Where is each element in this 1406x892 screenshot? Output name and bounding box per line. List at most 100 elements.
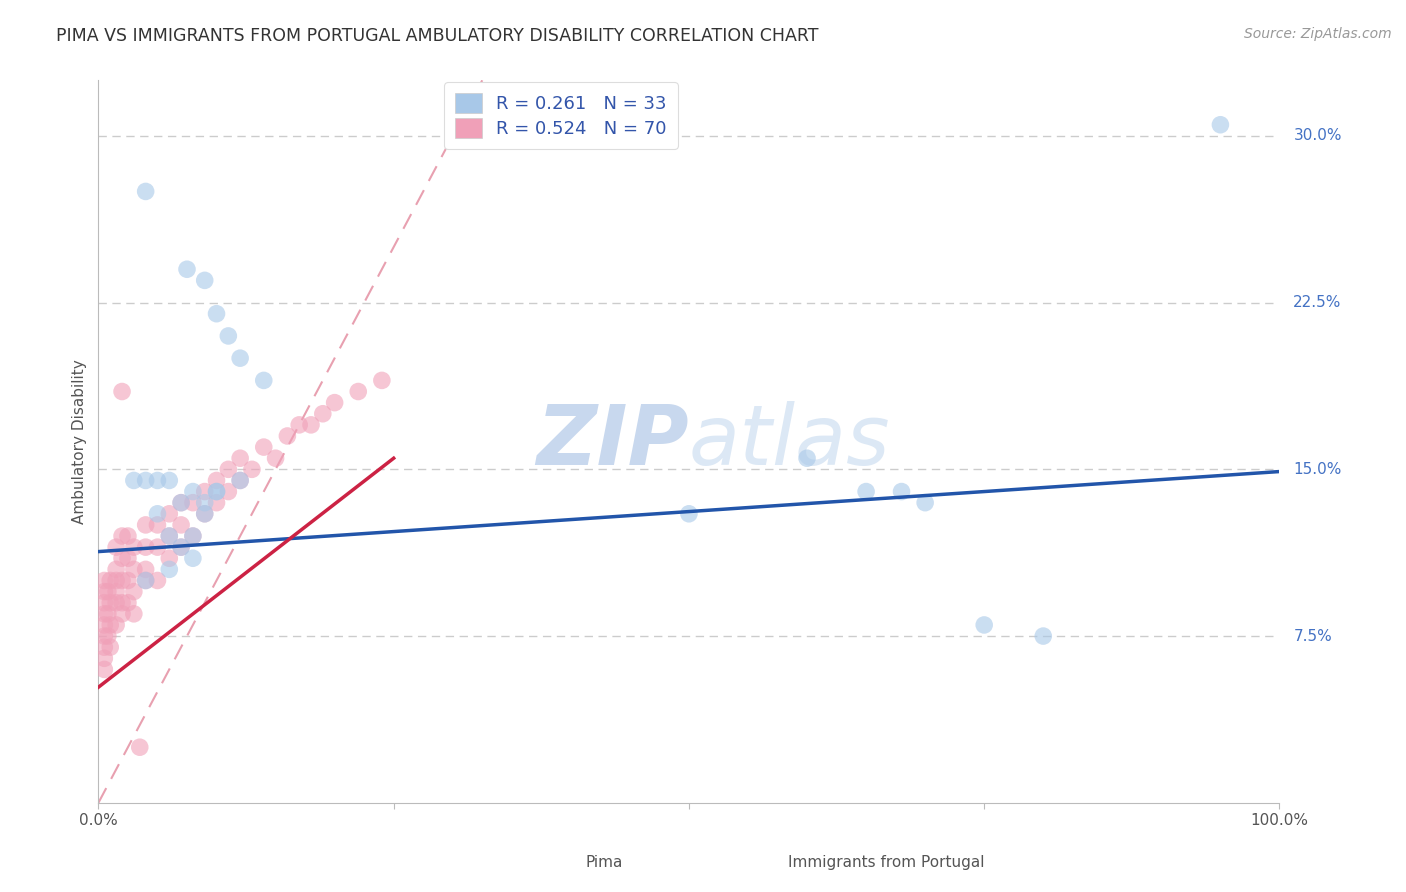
Text: 15.0%: 15.0%: [1294, 462, 1341, 477]
Immigrants from Portugal: [253, 440, 276, 454]
Pima: [973, 618, 995, 632]
Pima: [181, 529, 204, 543]
Pima: [1209, 118, 1232, 132]
Immigrants from Portugal: [146, 540, 169, 554]
Text: ZIP: ZIP: [536, 401, 689, 482]
Pima: [135, 574, 157, 588]
Immigrants from Portugal: [170, 496, 193, 510]
Immigrants from Portugal: [205, 496, 228, 510]
Immigrants from Portugal: [240, 462, 263, 476]
Immigrants from Portugal: [93, 651, 115, 665]
Pima: [157, 562, 180, 576]
Pima: [205, 307, 228, 321]
Immigrants from Portugal: [97, 607, 120, 621]
Pima: [205, 484, 228, 499]
Pima: [181, 484, 204, 499]
Immigrants from Portugal: [194, 507, 217, 521]
Immigrants from Portugal: [276, 429, 298, 443]
Pima: [194, 507, 217, 521]
Immigrants from Portugal: [157, 529, 180, 543]
Pima: [194, 273, 217, 287]
Immigrants from Portugal: [181, 529, 204, 543]
Text: PIMA VS IMMIGRANTS FROM PORTUGAL AMBULATORY DISABILITY CORRELATION CHART: PIMA VS IMMIGRANTS FROM PORTUGAL AMBULAT…: [56, 27, 818, 45]
Text: Immigrants from Portugal: Immigrants from Portugal: [787, 855, 984, 870]
Immigrants from Portugal: [98, 640, 121, 655]
Immigrants from Portugal: [93, 629, 115, 643]
Immigrants from Portugal: [117, 574, 139, 588]
Immigrants from Portugal: [117, 529, 139, 543]
Text: 30.0%: 30.0%: [1294, 128, 1341, 144]
Immigrants from Portugal: [146, 574, 169, 588]
Immigrants from Portugal: [93, 584, 115, 599]
Immigrants from Portugal: [264, 451, 287, 466]
Immigrants from Portugal: [105, 540, 128, 554]
Immigrants from Portugal: [122, 562, 145, 576]
Immigrants from Portugal: [217, 484, 239, 499]
Immigrants from Portugal: [229, 451, 252, 466]
Pima: [146, 474, 169, 488]
Immigrants from Portugal: [98, 574, 121, 588]
Pima: [157, 474, 180, 488]
Immigrants from Portugal: [98, 596, 121, 610]
Immigrants from Portugal: [128, 740, 150, 755]
Pima: [135, 185, 157, 199]
Immigrants from Portugal: [205, 474, 228, 488]
Pima: [890, 484, 912, 499]
Immigrants from Portugal: [93, 640, 115, 655]
Legend: R = 0.261   N = 33, R = 0.524   N = 70: R = 0.261 N = 33, R = 0.524 N = 70: [444, 82, 678, 149]
Immigrants from Portugal: [105, 596, 128, 610]
Pima: [217, 329, 239, 343]
Pima: [205, 484, 228, 499]
Immigrants from Portugal: [323, 395, 346, 409]
Pima: [135, 474, 157, 488]
Immigrants from Portugal: [371, 373, 394, 387]
Immigrants from Portugal: [347, 384, 370, 399]
Immigrants from Portugal: [135, 540, 157, 554]
Pima: [170, 496, 193, 510]
Immigrants from Portugal: [181, 496, 204, 510]
Immigrants from Portugal: [122, 540, 145, 554]
Immigrants from Portugal: [117, 551, 139, 566]
Immigrants from Portugal: [111, 596, 134, 610]
Immigrants from Portugal: [111, 551, 134, 566]
Immigrants from Portugal: [229, 474, 252, 488]
Immigrants from Portugal: [98, 618, 121, 632]
Pima: [678, 507, 700, 521]
Pima: [253, 373, 276, 387]
Immigrants from Portugal: [93, 607, 115, 621]
Immigrants from Portugal: [146, 517, 169, 532]
Immigrants from Portugal: [157, 551, 180, 566]
Immigrants from Portugal: [170, 540, 193, 554]
Pima: [122, 474, 145, 488]
Pima: [855, 484, 877, 499]
Immigrants from Portugal: [312, 407, 335, 421]
Text: Pima: Pima: [586, 855, 623, 870]
Immigrants from Portugal: [93, 596, 115, 610]
Immigrants from Portugal: [105, 618, 128, 632]
Immigrants from Portugal: [93, 618, 115, 632]
Pima: [146, 507, 169, 521]
Immigrants from Portugal: [288, 417, 311, 432]
Pima: [194, 496, 217, 510]
Text: 22.5%: 22.5%: [1294, 295, 1341, 310]
Immigrants from Portugal: [135, 574, 157, 588]
Immigrants from Portugal: [157, 507, 180, 521]
Pima: [181, 551, 204, 566]
Immigrants from Portugal: [135, 562, 157, 576]
Immigrants from Portugal: [111, 574, 134, 588]
Immigrants from Portugal: [135, 517, 157, 532]
Text: atlas: atlas: [689, 401, 890, 482]
Pima: [157, 529, 180, 543]
Y-axis label: Ambulatory Disability: Ambulatory Disability: [72, 359, 87, 524]
Immigrants from Portugal: [111, 384, 134, 399]
Immigrants from Portugal: [111, 529, 134, 543]
Pima: [914, 496, 936, 510]
Pima: [1032, 629, 1054, 643]
Pima: [229, 351, 252, 366]
Immigrants from Portugal: [117, 596, 139, 610]
Immigrants from Portugal: [93, 574, 115, 588]
Pima: [170, 540, 193, 554]
Immigrants from Portugal: [111, 607, 134, 621]
Immigrants from Portugal: [122, 584, 145, 599]
Immigrants from Portugal: [97, 629, 120, 643]
